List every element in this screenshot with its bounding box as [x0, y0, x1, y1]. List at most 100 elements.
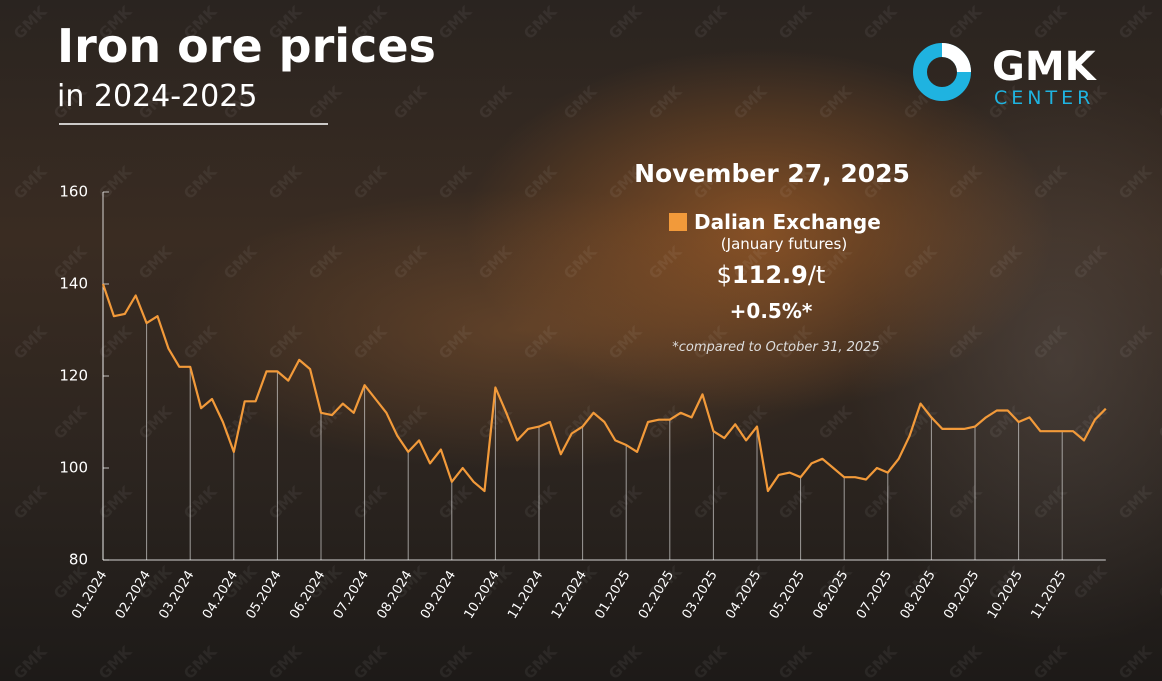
watermark: GMK — [305, 242, 346, 283]
watermark: GMK — [1030, 482, 1071, 523]
watermark: GMK — [605, 642, 646, 681]
watermark: GMK — [95, 642, 136, 681]
watermark: GMK — [815, 402, 856, 443]
watermark: GMK — [860, 2, 901, 43]
watermark: GMK — [730, 402, 771, 443]
watermark: GMK — [305, 82, 346, 123]
watermark: GMK — [350, 482, 391, 523]
price-suffix: /t — [808, 261, 826, 289]
y-tick-label: 160 — [59, 183, 88, 201]
watermark: GMK — [605, 482, 646, 523]
callout-date: November 27, 2025 — [634, 159, 910, 188]
price-value: 112.9 — [732, 261, 808, 289]
watermark: GMK — [95, 162, 136, 203]
watermark: GMK — [435, 162, 476, 203]
watermark: GMK — [435, 482, 476, 523]
watermark: GMK — [900, 242, 941, 283]
watermark: GMK — [1070, 242, 1111, 283]
watermark: GMK — [1030, 162, 1071, 203]
x-tick-label: 12.2024 — [549, 568, 590, 622]
watermark: GMK — [350, 642, 391, 681]
watermark: GMK — [95, 482, 136, 523]
watermark: GMK — [135, 242, 176, 283]
watermark: GMK — [690, 482, 731, 523]
watermark: GMK — [1155, 402, 1162, 443]
logo-tagline: CENTER — [994, 87, 1094, 109]
watermark: GMK — [1070, 562, 1111, 603]
watermark: GMK — [945, 162, 986, 203]
callout-price: $112.9/t — [717, 261, 826, 289]
watermark: GMK — [475, 242, 516, 283]
watermark: GMK — [520, 322, 561, 363]
watermark: GMK — [645, 242, 686, 283]
price-prefix: $ — [717, 261, 732, 289]
watermark: GMK — [560, 242, 601, 283]
watermark: GMK — [520, 642, 561, 681]
watermark: GMK — [860, 642, 901, 681]
watermark: GMK — [10, 322, 51, 363]
watermark: GMK — [265, 482, 306, 523]
watermark: GMK — [10, 2, 51, 43]
watermark: GMK — [180, 482, 221, 523]
watermark: GMK — [985, 242, 1026, 283]
watermark: GMK — [1115, 2, 1156, 43]
title: Iron ore prices — [57, 19, 436, 73]
watermark: GMK — [390, 82, 431, 123]
watermark: GMK — [945, 642, 986, 681]
watermark: GMK — [520, 2, 561, 43]
watermark: GMK — [560, 402, 601, 443]
watermark: GMK — [775, 2, 816, 43]
watermark: GMK — [690, 2, 731, 43]
watermark: GMK — [860, 482, 901, 523]
watermark: GMK — [1030, 642, 1071, 681]
x-tick-label: 05.2025 — [767, 568, 808, 622]
watermark: GMK — [1115, 322, 1156, 363]
watermark: GMK — [945, 2, 986, 43]
watermark: GMK — [10, 162, 51, 203]
price-line — [101, 283, 1107, 493]
watermark: GMK — [945, 482, 986, 523]
x-tick-label: 02.2025 — [636, 568, 677, 622]
watermark: GMK — [775, 642, 816, 681]
watermark: GMK — [180, 642, 221, 681]
watermark: GMK — [435, 642, 476, 681]
watermark: GMK — [645, 82, 686, 123]
x-tick-label: 03.2025 — [680, 568, 721, 622]
y-tick-label: 80 — [69, 551, 88, 569]
watermark: GMK — [220, 242, 261, 283]
subtitle: in 2024-2025 — [57, 79, 257, 114]
watermark: GMK — [1070, 402, 1111, 443]
watermark: GMK — [1030, 2, 1071, 43]
legend-label: Dalian Exchange — [694, 210, 881, 234]
watermark: GMK — [390, 242, 431, 283]
watermark: GMK — [1115, 642, 1156, 681]
watermark: GMK — [475, 82, 516, 123]
watermark: GMK — [50, 402, 91, 443]
watermark: GMK — [560, 82, 601, 123]
watermark: GMK — [265, 162, 306, 203]
x-tick-label: 11.2025 — [1028, 568, 1069, 622]
watermark: GMK — [605, 322, 646, 363]
watermark: GMK — [350, 322, 391, 363]
watermark: GMK — [1115, 482, 1156, 523]
watermark: GMK — [180, 322, 221, 363]
y-tick-label: 100 — [59, 459, 88, 477]
x-tick-label: 07.2025 — [854, 568, 895, 622]
y-tick-label: 120 — [59, 367, 88, 385]
watermark: GMK — [1155, 562, 1162, 603]
legend-swatch — [669, 213, 687, 231]
watermark: GMK — [10, 642, 51, 681]
watermark: GMK — [265, 642, 306, 681]
logo-ring-part — [941, 43, 971, 73]
watermark: GMK — [520, 482, 561, 523]
logo-name: GMK — [992, 44, 1098, 90]
watermark: GMK — [390, 402, 431, 443]
watermark: GMK — [135, 402, 176, 443]
watermark: GMK — [435, 2, 476, 43]
watermark: GMK — [180, 162, 221, 203]
watermark: GMK — [1030, 322, 1071, 363]
watermark: GMK — [265, 322, 306, 363]
watermark: GMK — [350, 162, 391, 203]
